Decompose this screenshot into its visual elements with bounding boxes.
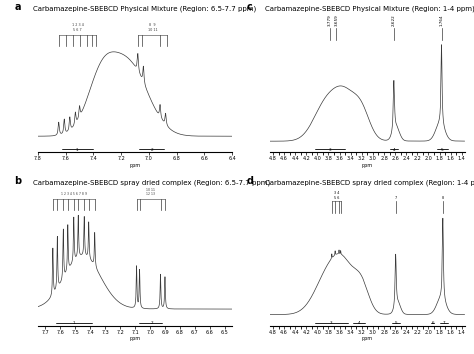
X-axis label: ppm: ppm [362, 163, 373, 168]
Text: 4: 4 [358, 321, 360, 325]
Text: 2.622: 2.622 [392, 15, 396, 27]
Text: 8: 8 [442, 196, 444, 200]
Text: 6: 6 [431, 321, 434, 325]
X-axis label: ppm: ppm [129, 163, 141, 168]
Text: 1 2 3 4
5 6 7: 1 2 3 4 5 6 7 [72, 23, 83, 32]
Text: Carbamazepine-SBEBCD spray dried complex (Region: 1-4 ppm): Carbamazepine-SBEBCD spray dried complex… [265, 179, 474, 186]
X-axis label: ppm: ppm [362, 336, 373, 341]
Text: 4: 4 [392, 148, 395, 152]
Text: 1: 1 [73, 321, 75, 325]
Text: 1.764: 1.764 [439, 15, 444, 27]
Text: 3: 3 [328, 148, 331, 152]
Text: 3: 3 [330, 321, 333, 325]
X-axis label: ppm: ppm [129, 336, 141, 341]
Text: 3.779: 3.779 [328, 15, 332, 27]
Text: b: b [14, 176, 21, 186]
Text: c: c [246, 2, 252, 12]
Text: 3.659: 3.659 [334, 15, 338, 27]
Text: 8  9
10 11: 8 9 10 11 [147, 23, 157, 32]
Text: Carbamazepine-SBEBCD Physical Mixture (Region: 1-4 ppm): Carbamazepine-SBEBCD Physical Mixture (R… [265, 6, 474, 12]
Text: 3 4
5 6: 3 4 5 6 [334, 191, 339, 200]
Text: 7: 7 [443, 321, 445, 325]
Text: Carbamazepine-SBEBCD Physical Mixture (Region: 6.5-7.7 ppm): Carbamazepine-SBEBCD Physical Mixture (R… [33, 6, 256, 12]
Text: 1: 1 [75, 148, 78, 152]
Text: Carbamazepine-SBEBCD spray dried complex (Region: 6.5-7.7 ppm): Carbamazepine-SBEBCD spray dried complex… [33, 179, 271, 186]
Text: 1 2 3 4 5 6 7 8 9: 1 2 3 4 5 6 7 8 9 [61, 193, 87, 196]
Text: 10 11
12 13: 10 11 12 13 [146, 188, 155, 196]
Text: d: d [246, 176, 254, 186]
Text: 2: 2 [150, 148, 153, 152]
Text: 5: 5 [441, 148, 444, 152]
Text: 2: 2 [150, 321, 153, 325]
Text: 5: 5 [395, 321, 398, 325]
Text: a: a [14, 2, 21, 12]
Text: 7: 7 [395, 196, 397, 200]
